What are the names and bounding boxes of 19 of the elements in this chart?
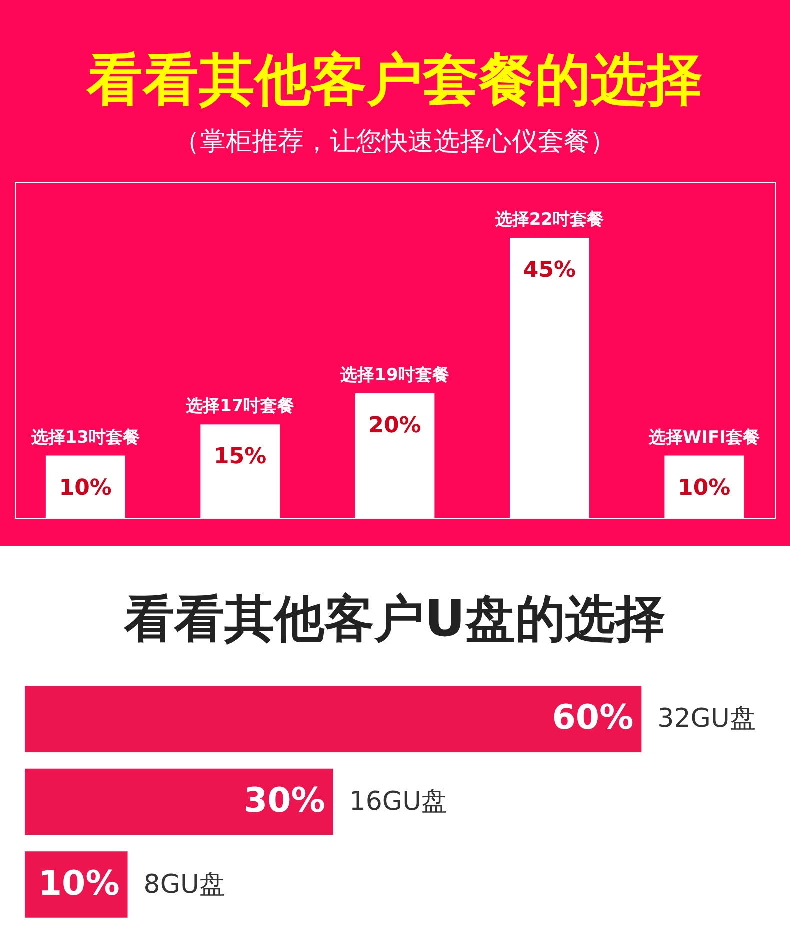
data-label: 10% — [59, 476, 112, 501]
chart-title: 看看其他客户套餐的选择 — [86, 48, 703, 113]
data-label: 10% — [38, 864, 120, 904]
chart-title: 看看其他客户U盘的选择 — [124, 590, 666, 648]
x-tick-label: 选择17吋套餐 — [184, 396, 295, 417]
chart-subtitle: （掌柜推荐，让您快速选择心仪套餐） — [174, 127, 616, 157]
x-tick-label: 选择13吋套餐 — [30, 428, 140, 448]
x-tick-label: 选择22吋套餐 — [494, 210, 604, 230]
y-tick-label: 16GU盘 — [349, 787, 448, 817]
data-label: 20% — [368, 414, 422, 439]
data-label: 10% — [678, 476, 731, 501]
data-label: 30% — [244, 781, 326, 821]
data-label: 15% — [214, 444, 267, 470]
x-tick-label: 选择19吋套餐 — [340, 366, 450, 386]
data-label: 60% — [552, 698, 634, 738]
data-label: 45% — [523, 258, 576, 283]
y-tick-label: 8GU盘 — [144, 870, 226, 900]
y-tick-label: 32GU盘 — [658, 704, 756, 734]
x-tick-label: 选择WIFI套餐 — [648, 428, 760, 448]
